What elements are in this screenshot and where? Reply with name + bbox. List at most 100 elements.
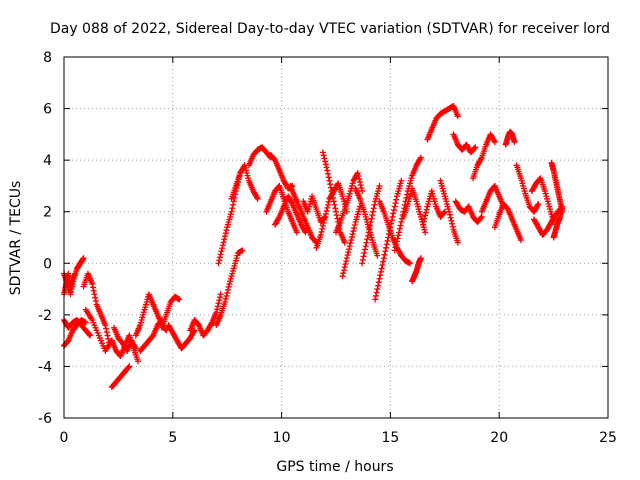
- data-point: [478, 155, 485, 162]
- data-point: [392, 200, 399, 207]
- data-point: [323, 164, 330, 171]
- data-point: [374, 252, 381, 259]
- data-point: [359, 260, 366, 267]
- data-point: [215, 300, 222, 307]
- data-point: [396, 225, 403, 232]
- data-point: [388, 217, 395, 224]
- data-point: [377, 268, 384, 275]
- data-point: [327, 181, 334, 188]
- data-point: [328, 188, 335, 195]
- data-point: [358, 185, 365, 192]
- data-point: [322, 161, 329, 168]
- data-point: [343, 258, 350, 265]
- data-point: [376, 182, 383, 189]
- data-point: [559, 203, 566, 210]
- data-point: [229, 205, 236, 212]
- data-point: [162, 326, 169, 333]
- x-tick-label: 0: [60, 430, 69, 446]
- data-point: [406, 260, 413, 267]
- data-point: [383, 244, 390, 251]
- data-point: [478, 214, 485, 221]
- data-point: [356, 176, 363, 183]
- data-point: [216, 257, 223, 264]
- data-point: [344, 252, 351, 259]
- data-point: [347, 240, 354, 247]
- data-point: [319, 149, 326, 156]
- data-point: [342, 261, 349, 268]
- data-point: [417, 155, 424, 162]
- data-point: [125, 364, 132, 371]
- data-point: [384, 237, 391, 244]
- data-point: [349, 231, 356, 238]
- data-point: [380, 258, 387, 265]
- data-point: [517, 237, 524, 244]
- data-point: [422, 212, 429, 219]
- data-point: [214, 306, 221, 313]
- data-point: [254, 195, 261, 202]
- data-point: [359, 188, 366, 195]
- data-point: [219, 242, 226, 249]
- data-point: [90, 287, 97, 294]
- data-point: [213, 309, 220, 316]
- data-point: [321, 155, 328, 162]
- data-point: [163, 327, 170, 334]
- data-point: [91, 291, 98, 298]
- data-point: [176, 296, 183, 303]
- data-point: [293, 229, 300, 236]
- y-tick-label: 0: [43, 256, 52, 272]
- data-point: [224, 289, 231, 296]
- data-point: [394, 235, 401, 242]
- grid-lines: [64, 57, 608, 418]
- data-point: [534, 202, 541, 209]
- x-axis-label: GPS time / hours: [276, 459, 393, 475]
- data-point: [92, 298, 99, 305]
- data-point: [132, 345, 139, 352]
- data-point: [322, 210, 329, 217]
- data-point: [216, 294, 223, 301]
- data-point: [376, 275, 383, 282]
- data-point: [378, 265, 385, 272]
- data-point: [447, 214, 454, 221]
- data-point: [330, 198, 337, 205]
- data-point: [369, 208, 376, 215]
- data-point: [333, 208, 339, 215]
- y-tick-label: -6: [38, 411, 52, 427]
- data-point: [190, 328, 197, 335]
- data-point: [325, 201, 332, 208]
- data-point: [225, 283, 232, 290]
- data-point: [364, 236, 371, 243]
- data-point: [360, 253, 367, 260]
- data-point: [126, 363, 133, 370]
- data-point: [103, 329, 110, 336]
- data-point: [217, 291, 224, 298]
- data-point: [90, 284, 97, 291]
- data-point: [368, 215, 375, 222]
- x-tick-label: 20: [490, 430, 508, 446]
- data-point: [216, 254, 223, 261]
- data-point: [324, 167, 331, 174]
- data-point: [321, 216, 328, 223]
- data-point: [343, 255, 350, 262]
- data-point: [221, 236, 228, 243]
- data-point: [220, 239, 227, 246]
- data-point: [446, 211, 453, 218]
- data-point: [327, 184, 334, 191]
- data-point: [334, 215, 341, 222]
- data-point: [134, 358, 141, 365]
- data-point: [346, 243, 353, 250]
- data-point: [372, 296, 379, 303]
- data-point: [275, 215, 282, 222]
- data-point: [319, 222, 326, 229]
- data-point: [417, 154, 424, 161]
- data-point: [102, 322, 109, 329]
- data-point: [417, 255, 424, 262]
- plot-frame: [63, 56, 609, 419]
- data-point: [420, 218, 427, 225]
- data-point: [373, 289, 380, 296]
- data-point: [375, 282, 382, 289]
- data-points: [61, 102, 566, 391]
- axis-ticks: [63, 56, 609, 419]
- data-point: [359, 256, 366, 263]
- data-point: [345, 249, 352, 256]
- data-point: [340, 267, 347, 274]
